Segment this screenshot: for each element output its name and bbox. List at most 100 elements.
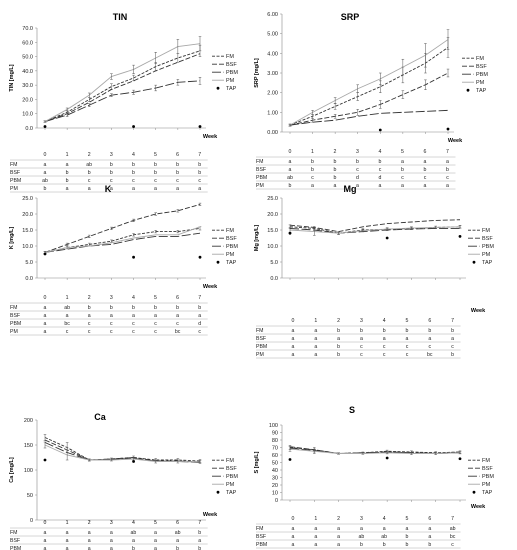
series-line-bsf [44, 53, 201, 122]
table-letter: a [44, 530, 47, 536]
table-letter: b [356, 159, 359, 165]
series-line-pm [44, 226, 201, 253]
table-week-number: 6 [176, 152, 179, 158]
table-week-number: 2 [88, 295, 91, 301]
table-letter: bc [450, 534, 456, 540]
y-tick-label: 200 [24, 418, 33, 424]
table-letter: a [66, 186, 69, 192]
table-letter: b [132, 546, 135, 550]
table-letter: b [198, 305, 201, 311]
table-week-number: 4 [132, 520, 135, 526]
table-week-number: 0 [292, 318, 295, 324]
table-letter: c [132, 329, 135, 335]
chart-tin: TIN 0.0 10.0 20.0 30.0 40.0 50.0 60.0 70.0 TIN [m… [9, 12, 238, 193]
legend: FM BSF PBM PM TAP [462, 56, 488, 94]
table-letter: b [132, 162, 135, 168]
table-row-label: FM [256, 526, 264, 532]
table-letter: a [314, 344, 317, 350]
table-letter: b [337, 344, 340, 350]
series-line-pm [44, 43, 201, 122]
y-tick-label: 15.0 [267, 228, 278, 234]
legend-marker [216, 490, 220, 494]
table-letter: a [44, 538, 47, 544]
table-letter: b [360, 328, 363, 334]
series-line-fm [44, 50, 201, 122]
table-letter: a [154, 546, 157, 550]
y-tick-label: 0.0 [270, 276, 278, 282]
table-letter: c [154, 321, 157, 327]
table-letter: b [401, 167, 404, 173]
table-letter: d [356, 175, 359, 181]
table-row-label: FM [10, 305, 18, 311]
table-letter: c [132, 321, 135, 327]
table-week-number: 2 [88, 152, 91, 158]
table-row-label: PBM [10, 321, 21, 327]
legend-label: TAP [476, 88, 487, 94]
y-axis-label: S [mg/L] [254, 451, 260, 473]
table-row-label: BSF [256, 336, 266, 342]
table-letter: a [424, 159, 427, 165]
table-letter: bc [64, 321, 70, 327]
table-letter: a [44, 170, 47, 176]
table-letter: b [451, 352, 454, 358]
chart-mg: Mg 0.0 5.0 10.0 15.0 20.0 25.0 Mg [mg/L] FM BSF PB… [254, 184, 494, 359]
y-tick-label: 50.0 [22, 55, 33, 61]
table-letter: c [154, 329, 157, 335]
table-week-number: 3 [110, 152, 113, 158]
table-letter: a [198, 186, 201, 192]
table-letter: a [292, 328, 295, 334]
y-tick-label: 5.00 [267, 32, 278, 38]
table-letter: a [337, 534, 340, 540]
table-week-number: 7 [451, 318, 454, 324]
table-week-number: 2 [334, 149, 337, 155]
y-tick-label: 5.0 [270, 260, 278, 266]
table-letter: a [401, 159, 404, 165]
tap-point [43, 125, 47, 128]
table-letter: b [334, 159, 337, 165]
table-letter: b [176, 305, 179, 311]
table-letter: c [360, 344, 363, 350]
table-letter: b [337, 352, 340, 358]
table-letter: b [110, 305, 113, 311]
table-letter: b [66, 170, 69, 176]
chart-title: TIN [113, 12, 128, 22]
tap-point [288, 231, 292, 235]
series-line-fm [44, 437, 201, 462]
y-tick-label: 150 [24, 443, 33, 449]
table-letter: b [132, 170, 135, 176]
table-letter: a [292, 526, 295, 532]
table-week-number: 2 [337, 516, 340, 522]
legend-label: PBM [482, 244, 494, 250]
y-tick-label: 4.00 [267, 51, 278, 57]
table-letter: c [424, 175, 427, 181]
table-week-number: 7 [198, 152, 201, 158]
legend-label: FM [226, 54, 234, 60]
table-week-number: 0 [289, 149, 292, 155]
table-week-number: 7 [198, 520, 201, 526]
table-letter: a [88, 313, 91, 319]
table-row-label: PM [10, 329, 18, 335]
y-tick-label: 40 [272, 468, 278, 474]
table-letter: ab [175, 530, 181, 536]
series-line-bsf [44, 203, 201, 253]
table-week-number: 6 [428, 318, 431, 324]
tap-point [43, 458, 47, 462]
tap-point [378, 128, 382, 132]
y-axis-label: TIN [mg/L] [9, 64, 15, 91]
table-row-label: PBM [10, 178, 21, 184]
y-tick-label: 50 [27, 493, 33, 499]
y-tick-label: 90 [272, 431, 278, 437]
y-tick-label: 0.0 [25, 276, 33, 282]
y-tick-label: 0 [30, 518, 33, 524]
table-letter: b [406, 328, 409, 334]
table-letter: a [406, 336, 409, 342]
table-letter: b [88, 305, 91, 311]
y-tick-label: 1.00 [267, 110, 278, 116]
table-letter: ab [359, 534, 365, 540]
table-letter: ab [287, 175, 293, 181]
table-letter: b [66, 178, 69, 184]
x-axis-label: Week [203, 134, 218, 140]
tap-point [198, 255, 202, 259]
